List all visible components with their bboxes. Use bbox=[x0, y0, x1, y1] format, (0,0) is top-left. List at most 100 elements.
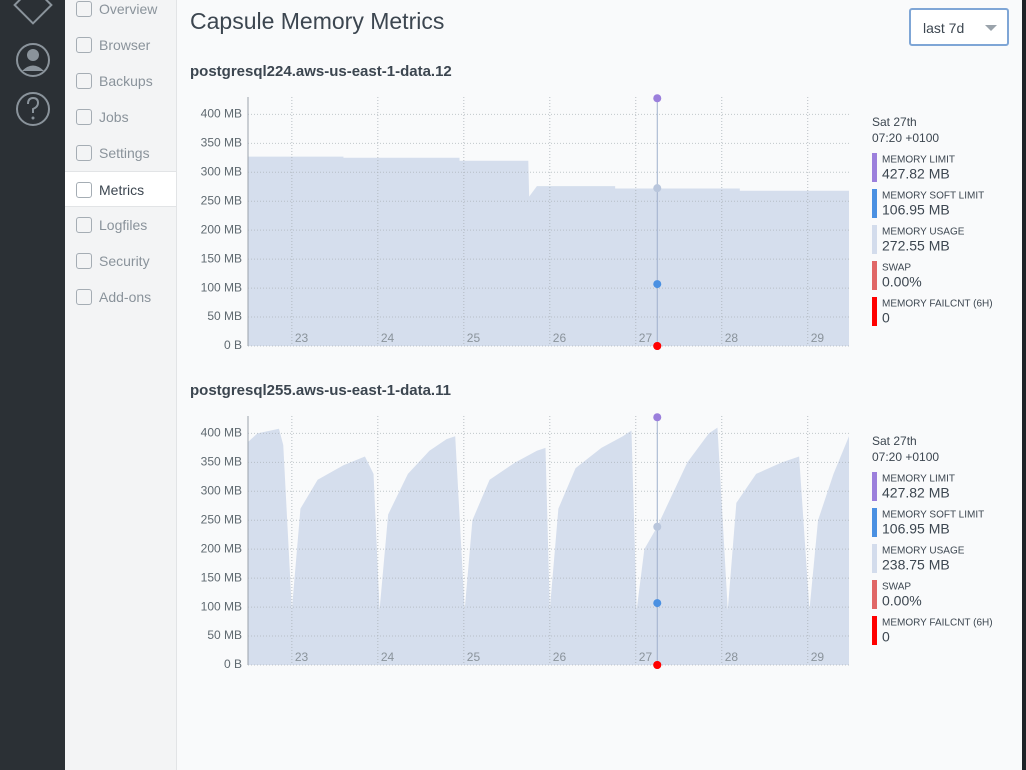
nav-label: Metrics bbox=[99, 182, 145, 198]
nav-item[interactable]: Jobs bbox=[65, 99, 176, 135]
y-tick-label: 50 MB bbox=[207, 309, 242, 323]
hover-dot bbox=[653, 413, 662, 422]
range-value: last 7d bbox=[923, 20, 965, 36]
x-tick-label: 25 bbox=[467, 650, 481, 664]
legend-name: MEMORY LIMIT bbox=[882, 155, 955, 166]
legend-name: MEMORY SOFT LIMIT bbox=[882, 510, 984, 521]
help-glyph bbox=[27, 96, 40, 113]
x-tick-label: 28 bbox=[725, 650, 739, 664]
range-select[interactable]: last 7d bbox=[909, 8, 1009, 46]
legend-name: SWAP bbox=[882, 263, 911, 274]
legend-swatch bbox=[872, 225, 877, 254]
nav-label: Add-ons bbox=[99, 289, 152, 305]
hover-time: 07:20 +0100 bbox=[872, 131, 939, 145]
legend-value: 427.82 MB bbox=[882, 485, 950, 501]
legend-name: MEMORY FAILCNT (6H) bbox=[882, 618, 993, 629]
nav-item[interactable]: Add-ons bbox=[65, 279, 176, 315]
hover-dot bbox=[653, 599, 662, 608]
legend-value: 238.75 MB bbox=[882, 557, 950, 573]
x-tick-label: 24 bbox=[381, 650, 395, 664]
nav-icon bbox=[76, 109, 92, 125]
help-icon[interactable] bbox=[16, 92, 50, 126]
legend-swatch bbox=[872, 297, 877, 326]
x-tick-label: 27 bbox=[639, 650, 653, 664]
caret bbox=[985, 25, 997, 31]
y-tick-label: 400 MB bbox=[201, 107, 242, 121]
legend-value: 0 bbox=[882, 310, 890, 326]
nav-label: Security bbox=[99, 253, 150, 269]
legend-swatch bbox=[872, 189, 877, 218]
legend-value: 0.00% bbox=[882, 593, 922, 609]
y-tick-label: 300 MB bbox=[201, 164, 242, 178]
nav-item[interactable]: Overview bbox=[65, 0, 176, 27]
x-tick-label: 28 bbox=[725, 331, 739, 345]
legend-swatch bbox=[872, 616, 877, 645]
y-tick-label: 0 B bbox=[224, 657, 242, 671]
nav-label: Backups bbox=[99, 73, 153, 89]
nav-item[interactable]: Metrics bbox=[65, 171, 176, 207]
y-tick-label: 250 MB bbox=[201, 512, 242, 526]
hover-date: Sat 27th bbox=[872, 115, 917, 129]
x-tick-label: 27 bbox=[639, 331, 653, 345]
account-body bbox=[22, 65, 44, 71]
nav-item[interactable]: Backups bbox=[65, 63, 176, 99]
legend-value: 0 bbox=[882, 629, 890, 645]
nav-label: Jobs bbox=[99, 109, 129, 125]
account-head bbox=[27, 49, 39, 61]
legend-swatch bbox=[872, 580, 877, 609]
y-tick-label: 200 MB bbox=[201, 541, 242, 555]
hover-dot bbox=[653, 342, 662, 350]
x-tick-label: 23 bbox=[295, 650, 309, 664]
legend-name: MEMORY USAGE bbox=[882, 227, 965, 238]
legend-swatch bbox=[872, 472, 877, 501]
page-title: Capsule Memory Metrics bbox=[190, 8, 445, 34]
legend-value: 106.95 MB bbox=[882, 521, 950, 537]
y-tick-label: 100 MB bbox=[201, 280, 242, 294]
nav-item[interactable]: Logfiles bbox=[65, 207, 176, 243]
x-tick-label: 25 bbox=[467, 331, 481, 345]
logo bbox=[13, 0, 53, 25]
hover-dot bbox=[653, 522, 662, 531]
account-icon[interactable] bbox=[16, 43, 50, 77]
nav-item[interactable]: Settings bbox=[65, 135, 176, 171]
nav-icon bbox=[76, 37, 92, 53]
hover-time: 07:20 +0100 bbox=[872, 450, 939, 464]
y-tick-label: 0 B bbox=[224, 338, 242, 352]
x-tick-label: 24 bbox=[381, 331, 395, 345]
y-tick-label: 350 MB bbox=[201, 135, 242, 149]
legend-value: 427.82 MB bbox=[882, 166, 950, 182]
x-tick-label: 26 bbox=[553, 331, 567, 345]
nav-icon bbox=[76, 182, 92, 198]
nav-label: Settings bbox=[99, 145, 150, 161]
legend-swatch bbox=[872, 153, 877, 182]
hover-date: Sat 27th bbox=[872, 434, 917, 448]
hover-dot bbox=[653, 184, 662, 193]
y-tick-label: 350 MB bbox=[201, 454, 242, 468]
hover-dot bbox=[653, 94, 662, 103]
legend-name: MEMORY SOFT LIMIT bbox=[882, 191, 984, 202]
side-nav: Overview Browser Backups Jobs Settings Metric… bbox=[65, 0, 177, 770]
y-tick-label: 250 MB bbox=[201, 193, 242, 207]
legend-name: SWAP bbox=[882, 582, 911, 593]
legend-name: MEMORY USAGE bbox=[882, 546, 965, 557]
nav-icon bbox=[76, 253, 92, 269]
legend-value: 0.00% bbox=[882, 274, 922, 290]
y-tick-label: 100 MB bbox=[201, 599, 242, 613]
legend-value: 106.95 MB bbox=[882, 202, 950, 218]
x-tick-label: 23 bbox=[295, 331, 309, 345]
nav-item[interactable]: Security bbox=[65, 243, 176, 279]
help-dot bbox=[31, 116, 35, 120]
chart-title: postgresql224.aws-us-east-1-data.12 bbox=[190, 63, 452, 80]
nav-icon bbox=[76, 1, 92, 17]
legend-name: MEMORY LIMIT bbox=[882, 474, 955, 485]
nav-label: Browser bbox=[99, 37, 151, 53]
app-rail bbox=[0, 0, 65, 770]
rail-icons bbox=[13, 0, 53, 126]
x-tick-label: 26 bbox=[553, 650, 567, 664]
y-tick-label: 50 MB bbox=[207, 628, 242, 642]
legend-swatch bbox=[872, 261, 877, 290]
legend-swatch bbox=[872, 544, 877, 573]
main-panel: Capsule Memory Metrics last 7d postgresq… bbox=[177, 0, 1022, 770]
nav-item[interactable]: Browser bbox=[65, 27, 176, 63]
